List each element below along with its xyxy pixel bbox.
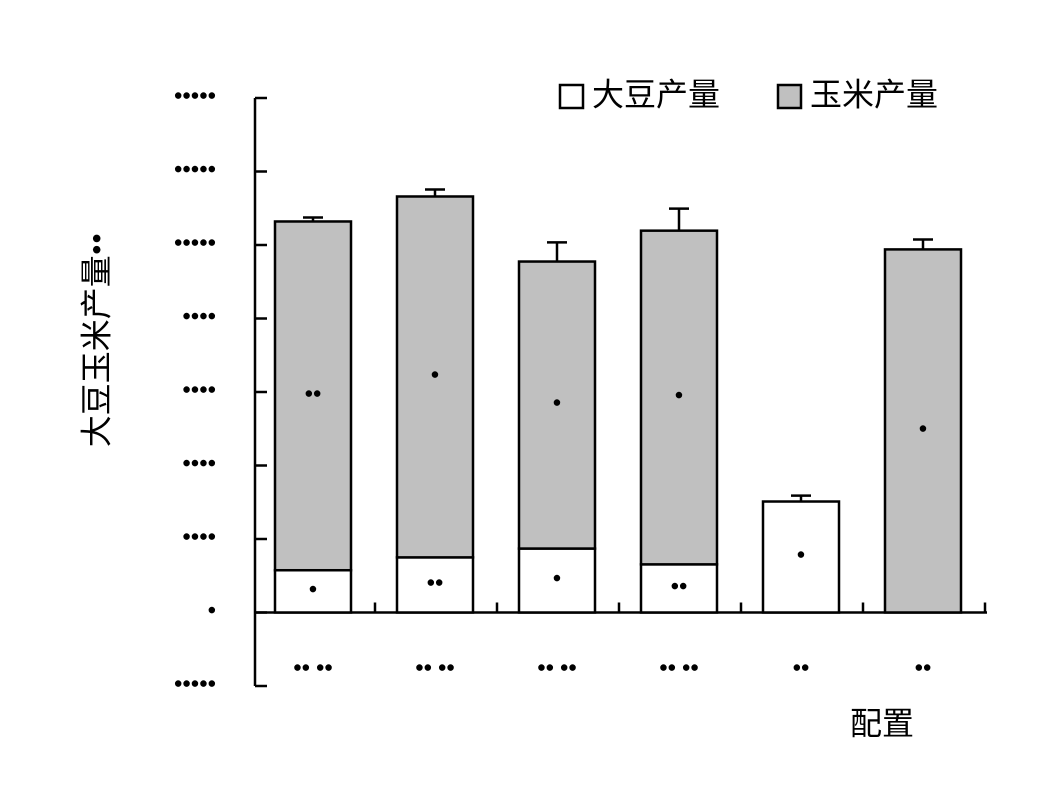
data-label: • — [309, 577, 317, 603]
data-label: • — [797, 543, 805, 569]
data-label: • — [553, 391, 561, 417]
data-label: •• — [305, 381, 322, 407]
bar-segment — [639, 563, 719, 614]
error-bar — [547, 241, 567, 262]
bar-segment — [761, 500, 841, 614]
y-tick-label: ••••• — [174, 157, 216, 183]
error-bar — [303, 216, 323, 222]
error-bar — [791, 494, 811, 502]
x-tick-label: •• — [915, 656, 932, 682]
data-label: • — [553, 566, 561, 592]
y-tick-label: •••• — [182, 525, 216, 551]
legend-swatch — [558, 83, 585, 110]
y-tick-label: ••••• — [174, 231, 216, 257]
data-label: •• — [427, 570, 444, 596]
legend-swatch — [776, 83, 803, 110]
bar-segment — [395, 195, 475, 559]
x-tick-label: •• •• — [293, 656, 333, 682]
bar-segment — [639, 229, 719, 566]
y-axis-label: 大豆玉米产量•• — [78, 233, 114, 447]
x-tick-label: •• •• — [537, 656, 577, 682]
y-tick-label: •••• — [182, 304, 216, 330]
y-tick-label: •••• — [182, 378, 216, 404]
data-label: • — [431, 362, 439, 388]
x-tick-label: •• •• — [659, 656, 699, 682]
x-tick-label: •• •• — [415, 656, 455, 682]
bar-segment — [273, 220, 353, 572]
error-bar — [425, 188, 445, 197]
y-tick-label: •••• — [182, 451, 216, 477]
legend-label: 玉米产量 — [810, 76, 938, 112]
y-tick-label: • — [208, 598, 216, 624]
bar-segment — [883, 248, 963, 614]
data-label: • — [675, 383, 683, 409]
bar-segment — [517, 547, 597, 614]
y-tick-label: ••••• — [174, 672, 216, 698]
error-bar — [669, 207, 689, 231]
data-label: •• — [671, 574, 688, 600]
bar-segment — [517, 260, 597, 550]
y-tick-label: ••••• — [174, 84, 216, 110]
error-bar — [913, 238, 933, 250]
legend-label: 大豆产量 — [592, 76, 720, 112]
x-tick-label: •• — [793, 656, 810, 682]
data-label: • — [919, 416, 927, 442]
bar-segment — [273, 568, 353, 614]
x-axis-label: 配置 — [850, 705, 914, 741]
